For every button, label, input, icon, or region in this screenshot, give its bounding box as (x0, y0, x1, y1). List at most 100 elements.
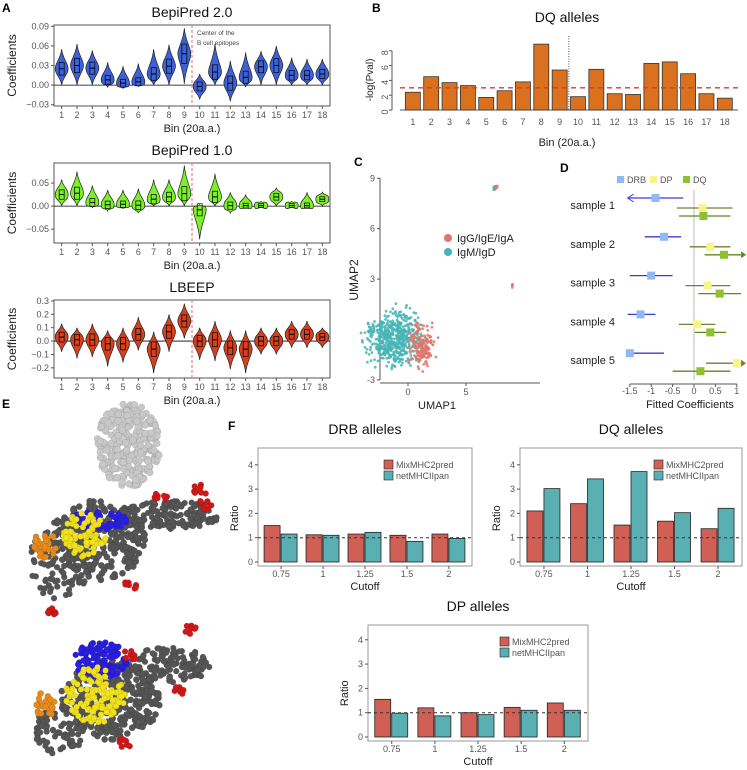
atom-sphere (175, 500, 183, 508)
atom-sphere (119, 465, 127, 473)
umap-point (377, 332, 381, 335)
bar-mixmhc2pred-1 (305, 534, 323, 563)
x-tick-label: 0 (405, 387, 410, 397)
umap-point (385, 348, 388, 352)
bar-bin-5 (478, 97, 495, 111)
atom-sphere (102, 446, 110, 454)
umap-point (388, 335, 392, 338)
point-drb (651, 194, 660, 202)
bar-netmhciipan-1.5 (406, 540, 424, 563)
point-dp (703, 281, 712, 290)
atom-sphere (109, 688, 116, 696)
umap-point (510, 283, 514, 287)
atom-sphere (145, 676, 153, 683)
atom-sphere (133, 417, 141, 425)
umap-point (369, 345, 373, 349)
atom-sphere (140, 542, 147, 550)
atom-sphere (126, 672, 134, 680)
atom-sphere (139, 723, 146, 731)
chart-title: BepiPred 1.0 (152, 142, 233, 158)
legend-label: IgM/IgD (457, 247, 496, 259)
umap-point (393, 359, 397, 363)
umap-point (385, 329, 389, 333)
atom-sphere (191, 489, 199, 496)
atom-sphere (144, 715, 152, 723)
atom-sphere (168, 518, 176, 525)
umap-point (400, 348, 404, 352)
x-tick-label: 12 (225, 110, 235, 120)
umap-point (376, 359, 380, 363)
y-tick-label: 0 (248, 557, 253, 567)
atom-sphere (130, 401, 139, 409)
umap-point (404, 359, 408, 363)
umap-point (397, 360, 401, 364)
atom-sphere (128, 647, 135, 655)
atom-sphere (135, 688, 143, 696)
atom-sphere (123, 730, 131, 737)
atom-sphere (189, 661, 197, 668)
atom-sphere (73, 703, 80, 711)
umap-point (401, 353, 405, 357)
violin-bin-12 (223, 330, 238, 370)
atom-sphere (138, 502, 146, 509)
atom-sphere (134, 534, 142, 542)
atom-sphere (119, 400, 127, 409)
atom-sphere (118, 533, 126, 541)
y-axis-label: UMAP2 (347, 259, 361, 301)
atom-sphere (118, 478, 126, 486)
atom-sphere (125, 456, 134, 465)
violin-bin-10 (192, 203, 207, 240)
x-tick-label: 18 (317, 382, 327, 392)
atom-sphere (131, 554, 139, 562)
atom-sphere (54, 583, 61, 590)
y-tick-label: 0.2 (36, 309, 49, 319)
atom-sphere (108, 531, 116, 538)
atom-sphere (83, 539, 90, 546)
atom-sphere (102, 667, 109, 674)
atom-sphere (102, 535, 109, 542)
atom-sphere (37, 549, 44, 557)
point-dp (692, 320, 701, 329)
x-tick-label: -0.5 (665, 386, 681, 396)
atom-sphere (125, 480, 133, 488)
point-drb (625, 349, 634, 358)
umap-point (369, 359, 373, 363)
bar-mixmhc2pred-0.75 (374, 698, 392, 738)
atom-sphere (89, 708, 96, 715)
atom-sphere (131, 476, 140, 484)
umap-point (421, 370, 425, 373)
atom-sphere (75, 503, 83, 511)
umap-point (405, 351, 409, 355)
x-tick-label: 1 (59, 247, 64, 257)
violin-bin-2 (70, 43, 84, 86)
umap-point (373, 365, 377, 369)
x-tick-label: 7 (151, 110, 156, 120)
atom-sphere (103, 646, 111, 653)
legend-marker-dp (650, 176, 657, 183)
umap-point (393, 365, 397, 368)
x-tick-label: 1.25 (622, 569, 640, 579)
umap-point (390, 365, 394, 369)
atom-sphere (101, 735, 109, 743)
atom-sphere (97, 423, 106, 431)
umap-point (420, 352, 424, 356)
atom-sphere (191, 650, 198, 657)
umap-point (405, 304, 409, 307)
atom-sphere (81, 520, 88, 527)
violin-bin-12 (223, 192, 238, 215)
umap-point (387, 360, 390, 364)
legend-marker-0 (444, 234, 452, 242)
x-tick-label: 14 (256, 382, 266, 392)
legend-label: netMHCIIpan (396, 471, 449, 481)
umap-point (368, 329, 371, 332)
umap-point (423, 345, 427, 349)
bar-netmhciipan-0.75 (543, 488, 561, 563)
atom-sphere (171, 687, 178, 695)
x-tick-label: 1.25 (469, 744, 487, 754)
y-tick-label: 4 (248, 460, 253, 470)
atom-sphere (37, 584, 44, 591)
umap-point (412, 335, 416, 339)
umap-point (383, 345, 387, 349)
x-axis-label: Cutoff (463, 756, 493, 768)
x-tick-label: 5 (120, 247, 125, 257)
